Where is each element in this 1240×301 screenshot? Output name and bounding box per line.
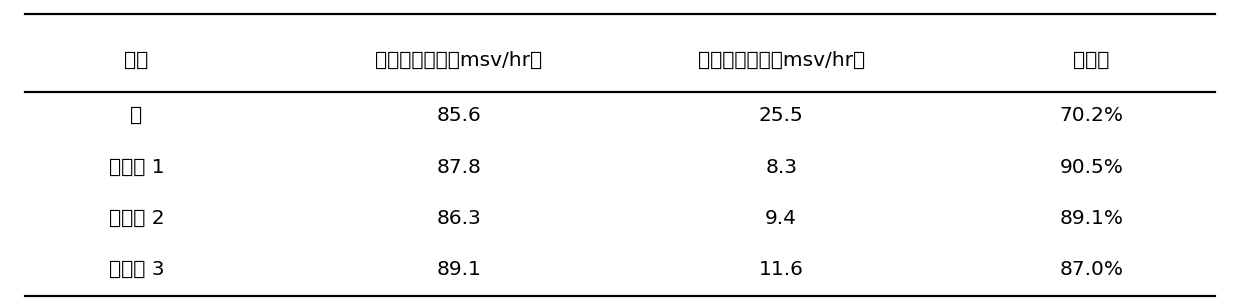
- Text: 87.0%: 87.0%: [1059, 260, 1123, 279]
- Text: 水: 水: [130, 106, 143, 126]
- Text: 实施例 1: 实施例 1: [109, 157, 164, 177]
- Text: 组别: 组别: [124, 51, 149, 70]
- Text: 9.4: 9.4: [765, 209, 797, 228]
- Text: 8.3: 8.3: [765, 157, 797, 177]
- Text: 清除后放射性（msv/hr）: 清除后放射性（msv/hr）: [698, 51, 864, 70]
- Text: 89.1%: 89.1%: [1059, 209, 1123, 228]
- Text: 清除率: 清除率: [1073, 51, 1110, 70]
- Text: 11.6: 11.6: [759, 260, 804, 279]
- Text: 87.8: 87.8: [436, 157, 481, 177]
- Text: 86.3: 86.3: [436, 209, 481, 228]
- Text: 70.2%: 70.2%: [1059, 106, 1123, 126]
- Text: 85.6: 85.6: [436, 106, 481, 126]
- Text: 90.5%: 90.5%: [1059, 157, 1123, 177]
- Text: 去污剂 3: 去污剂 3: [109, 260, 164, 279]
- Text: 清除前放射性（msv/hr）: 清除前放射性（msv/hr）: [376, 51, 542, 70]
- Text: 89.1: 89.1: [436, 260, 481, 279]
- Text: 25.5: 25.5: [759, 106, 804, 126]
- Text: 实施例 2: 实施例 2: [109, 209, 164, 228]
